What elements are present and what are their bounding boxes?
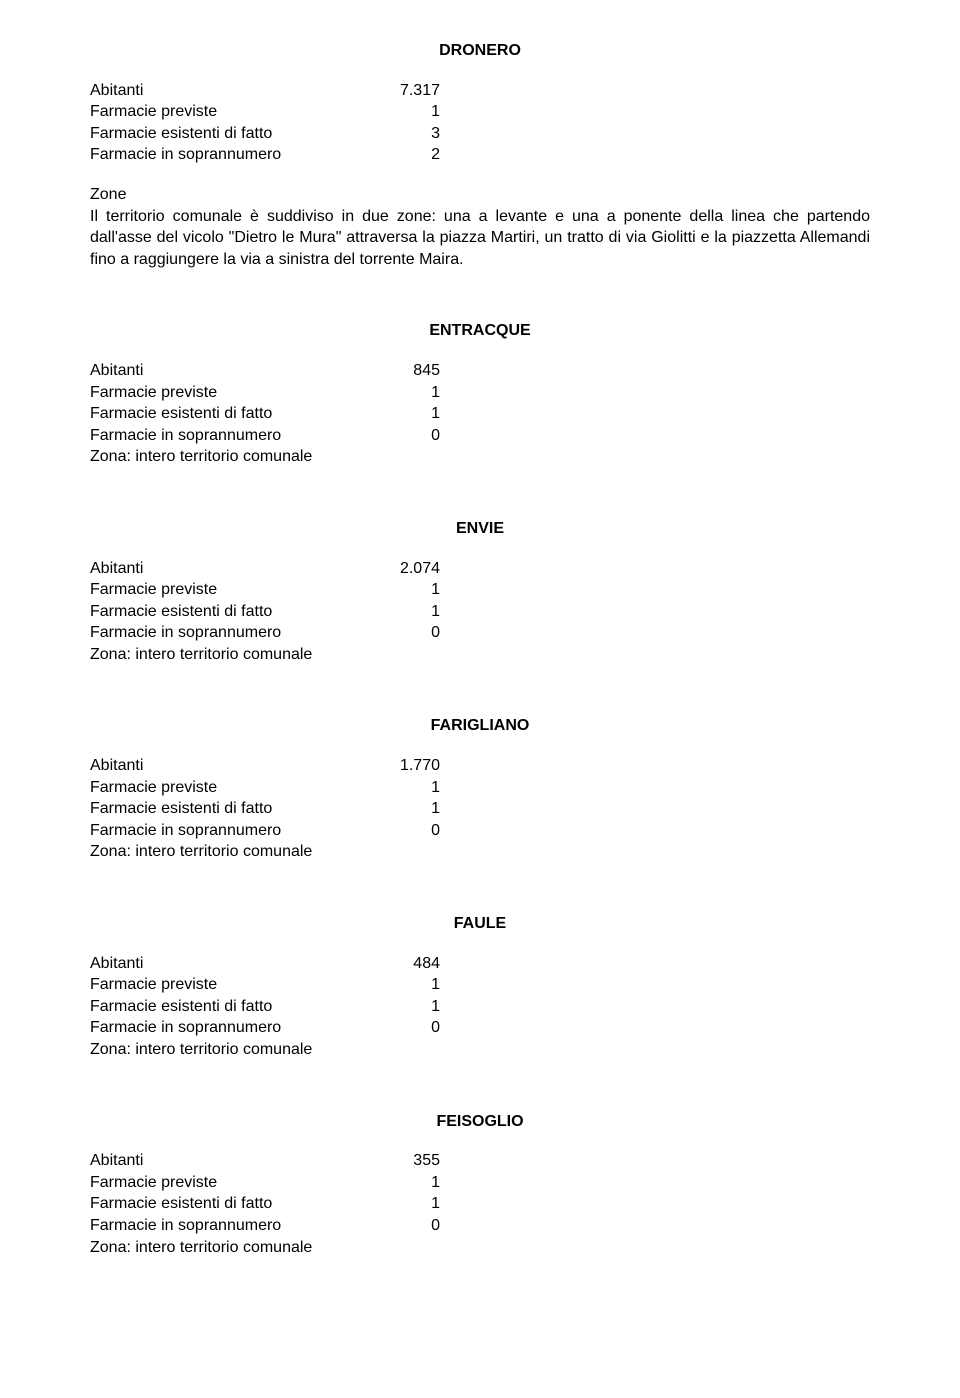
row-value: 1 — [380, 777, 440, 799]
row-value: 1 — [380, 579, 440, 601]
row-value: 1 — [380, 101, 440, 123]
row-label: Farmacie in soprannumero — [90, 144, 380, 166]
row-value: 1.770 — [380, 755, 440, 777]
data-row: Abitanti7.317 — [90, 80, 870, 102]
data-row: Farmacie esistenti di fatto3 — [90, 123, 870, 145]
row-label: Abitanti — [90, 953, 380, 975]
row-label: Farmacie in soprannumero — [90, 1017, 380, 1039]
row-label: Farmacie esistenti di fatto — [90, 601, 380, 623]
section-title: ENVIE — [90, 518, 870, 540]
data-row: Farmacie previste1 — [90, 382, 870, 404]
data-row: Farmacie esistenti di fatto1 — [90, 798, 870, 820]
data-row: Farmacie previste1 — [90, 777, 870, 799]
row-label: Abitanti — [90, 558, 380, 580]
data-row: Farmacie previste1 — [90, 579, 870, 601]
row-label: Farmacie in soprannumero — [90, 425, 380, 447]
row-label: Farmacie in soprannumero — [90, 820, 380, 842]
zone-heading: Zone — [90, 184, 870, 206]
row-label: Farmacie previste — [90, 1172, 380, 1194]
row-value: 1 — [380, 996, 440, 1018]
row-value: 845 — [380, 360, 440, 382]
data-row: Farmacie in soprannumero0 — [90, 1215, 870, 1237]
zona-line: Zona: intero territorio comunale — [90, 644, 870, 666]
data-row: Abitanti845 — [90, 360, 870, 382]
data-row: Farmacie esistenti di fatto1 — [90, 1193, 870, 1215]
section-title: FEISOGLIO — [90, 1111, 870, 1133]
row-value: 1 — [380, 798, 440, 820]
row-value: 484 — [380, 953, 440, 975]
row-value: 1 — [380, 403, 440, 425]
row-value: 0 — [380, 622, 440, 644]
row-value: 1 — [380, 382, 440, 404]
section-title: FAULE — [90, 913, 870, 935]
row-value: 1 — [380, 601, 440, 623]
row-label: Farmacie previste — [90, 777, 380, 799]
row-value: 2 — [380, 144, 440, 166]
data-row: Farmacie esistenti di fatto1 — [90, 403, 870, 425]
data-row: Farmacie in soprannumero0 — [90, 820, 870, 842]
row-label: Farmacie esistenti di fatto — [90, 123, 380, 145]
row-value: 355 — [380, 1150, 440, 1172]
row-label: Farmacie esistenti di fatto — [90, 403, 380, 425]
zone-text: Il territorio comunale è suddiviso in du… — [90, 206, 870, 271]
row-value: 0 — [380, 820, 440, 842]
row-value: 1 — [380, 1193, 440, 1215]
row-label: Farmacie esistenti di fatto — [90, 1193, 380, 1215]
zona-line: Zona: intero territorio comunale — [90, 841, 870, 863]
section-title: DRONERO — [90, 40, 870, 62]
section-block: ENVIEAbitanti2.074Farmacie previste1Farm… — [90, 518, 870, 666]
data-row: Abitanti484 — [90, 953, 870, 975]
row-value: 0 — [380, 1017, 440, 1039]
data-row: Abitanti355 — [90, 1150, 870, 1172]
data-row: Farmacie in soprannumero0 — [90, 622, 870, 644]
row-value: 2.074 — [380, 558, 440, 580]
row-value: 0 — [380, 1215, 440, 1237]
zona-line: Zona: intero territorio comunale — [90, 446, 870, 468]
row-value: 7.317 — [380, 80, 440, 102]
row-label: Abitanti — [90, 360, 380, 382]
row-label: Farmacie in soprannumero — [90, 1215, 380, 1237]
section-block: ENTRACQUEAbitanti845Farmacie previste1Fa… — [90, 320, 870, 468]
zona-line: Zona: intero territorio comunale — [90, 1237, 870, 1259]
data-row: Abitanti2.074 — [90, 558, 870, 580]
row-label: Abitanti — [90, 1150, 380, 1172]
row-label: Farmacie previste — [90, 101, 380, 123]
section-title: ENTRACQUE — [90, 320, 870, 342]
data-row: Abitanti1.770 — [90, 755, 870, 777]
row-label: Farmacie previste — [90, 579, 380, 601]
row-value: 3 — [380, 123, 440, 145]
data-row: Farmacie esistenti di fatto1 — [90, 601, 870, 623]
row-label: Abitanti — [90, 80, 380, 102]
row-value: 1 — [380, 1172, 440, 1194]
section-block: FEISOGLIOAbitanti355Farmacie previste1Fa… — [90, 1111, 870, 1259]
row-label: Farmacie previste — [90, 382, 380, 404]
data-row: Farmacie previste1 — [90, 974, 870, 996]
row-label: Farmacie in soprannumero — [90, 622, 380, 644]
data-row: Farmacie in soprannumero0 — [90, 1017, 870, 1039]
row-label: Abitanti — [90, 755, 380, 777]
row-label: Farmacie esistenti di fatto — [90, 996, 380, 1018]
data-row: Farmacie previste1 — [90, 1172, 870, 1194]
section-block: FAULEAbitanti484Farmacie previste1Farmac… — [90, 913, 870, 1061]
row-label: Farmacie esistenti di fatto — [90, 798, 380, 820]
row-value: 1 — [380, 974, 440, 996]
zona-line: Zona: intero territorio comunale — [90, 1039, 870, 1061]
data-row: Farmacie esistenti di fatto1 — [90, 996, 870, 1018]
row-label: Farmacie previste — [90, 974, 380, 996]
section-block: DRONEROAbitanti7.317Farmacie previste1Fa… — [90, 40, 870, 270]
row-value: 0 — [380, 425, 440, 447]
section-title: FARIGLIANO — [90, 715, 870, 737]
section-block: FARIGLIANO Abitanti1.770Farmacie previste… — [90, 715, 870, 863]
data-row: Farmacie in soprannumero0 — [90, 425, 870, 447]
data-row: Farmacie previste1 — [90, 101, 870, 123]
data-row: Farmacie in soprannumero2 — [90, 144, 870, 166]
